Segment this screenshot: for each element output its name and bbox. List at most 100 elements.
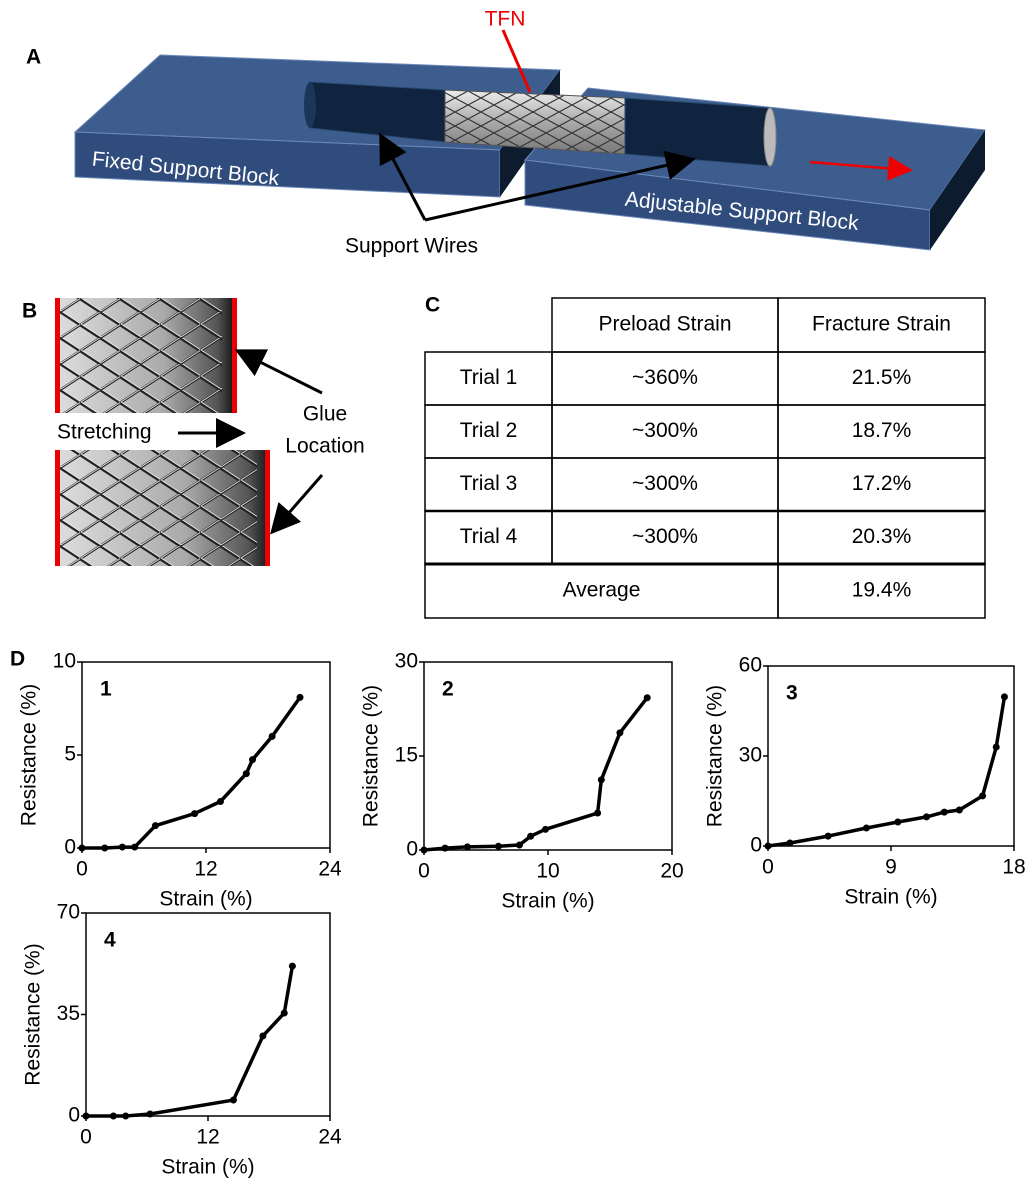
arrow [424, 150, 696, 222]
y-tick-label: 5 [64, 743, 76, 766]
panel-label: B [22, 300, 37, 323]
data-point [441, 844, 449, 852]
chart: 0 10 20 0 15 30 Strain (%) Resistance (%) 2 [360, 650, 684, 913]
data-point [288, 962, 296, 970]
stretching-label: Stretching [57, 421, 152, 444]
x-tick-label: 18 [1002, 856, 1025, 879]
x-tick-label: 12 [194, 858, 217, 881]
data-point [259, 1032, 267, 1040]
chart: 0 9 18 0 30 60 Strain (%) Resistance (%) 3 [704, 654, 1026, 909]
x-axis-label: Strain (%) [161, 1156, 254, 1179]
data-point [280, 1009, 288, 1017]
data-point [862, 824, 870, 832]
x-tick-label: 20 [660, 860, 683, 883]
data-point [786, 839, 794, 847]
table-footer: Average [563, 579, 641, 602]
tfn-label: TFN [485, 8, 526, 31]
data-point [616, 729, 624, 737]
data-point [101, 844, 109, 852]
table-cell-text: 20.3% [852, 525, 912, 548]
data-point [542, 825, 550, 833]
data-point [420, 846, 428, 854]
arrow [809, 155, 913, 181]
table-cell-text: Trial 1 [460, 366, 518, 389]
data-point [494, 842, 502, 850]
plot-frame [767, 665, 1015, 847]
chart: 0 12 24 0 5 10 Strain (%) Resistance (%) 1 [18, 650, 342, 911]
y-tick-label: 10 [53, 650, 76, 673]
data-point [979, 792, 987, 800]
data-point [955, 806, 963, 814]
data-point [515, 841, 523, 849]
data-line [82, 696, 302, 850]
y-tick-label: 60 [739, 654, 762, 677]
panel-label: A [26, 46, 41, 69]
y-tick-label: 0 [406, 838, 418, 861]
arrow [234, 349, 323, 395]
table-cell-text: ~300% [632, 419, 698, 442]
panel-label: D [10, 648, 25, 671]
data-point [118, 843, 126, 851]
table-cell-text: 17.2% [852, 472, 912, 495]
x-axis-label: Strain (%) [844, 886, 937, 909]
table-cell-text: 21.5% [852, 366, 912, 389]
data-line [767, 696, 1007, 848]
x-tick-label: 0 [80, 1126, 92, 1149]
plot-frame [81, 661, 331, 849]
x-axis-label: Strain (%) [159, 888, 252, 911]
data-line [423, 696, 649, 852]
table-cell-text: Trial 2 [460, 419, 518, 442]
glue-label: Location [285, 435, 364, 458]
table-cell-text: ~300% [632, 472, 698, 495]
x-tick-label: 9 [885, 856, 897, 879]
y-tick-label: 35 [57, 1002, 80, 1025]
x-tick-label: 10 [536, 860, 559, 883]
data-point [992, 743, 1000, 751]
x-tick-label: 24 [318, 858, 342, 881]
panel-label: C [425, 294, 440, 317]
y-tick-label: 30 [395, 650, 418, 673]
y-tick-label: 30 [739, 744, 762, 767]
arrow [270, 474, 324, 535]
wires [304, 81, 777, 167]
data-point [923, 813, 931, 821]
y-axis-label: Resistance (%) [22, 943, 45, 1085]
y-tick-label: 0 [64, 836, 76, 859]
x-tick-label: 0 [762, 856, 774, 879]
chart-label: 2 [442, 678, 454, 701]
y-axis-label: Resistance (%) [18, 684, 41, 826]
data-point [296, 693, 304, 701]
chart: 0 12 24 0 35 70 Strain (%) Resistance (%) 4 [22, 901, 342, 1179]
glue-label: Glue [303, 403, 347, 426]
data-point [122, 1112, 130, 1120]
data-point [463, 843, 471, 851]
data-point [597, 776, 605, 784]
x-axis-label: Strain (%) [501, 890, 594, 913]
data-point [191, 810, 199, 818]
data-point [216, 798, 224, 805]
chart-label: 1 [100, 678, 112, 701]
table-cell-text: ~360% [632, 366, 698, 389]
chart-label: 4 [104, 929, 116, 952]
x-tick-label: 12 [196, 1126, 219, 1149]
data-point [527, 832, 535, 840]
table-cell-text: Trial 3 [460, 472, 518, 495]
data-point [894, 818, 902, 826]
data-point [940, 808, 948, 816]
y-tick-label: 70 [57, 901, 80, 924]
y-axis-label: Resistance (%) [360, 685, 383, 827]
data-point [109, 1112, 117, 1120]
photo [55, 298, 270, 566]
data-point [146, 1110, 154, 1118]
data-point [643, 694, 651, 702]
arrow [379, 132, 427, 221]
x-tick-label: 0 [418, 860, 430, 883]
table-header: Preload Strain [598, 313, 731, 336]
data-point [1000, 693, 1008, 701]
data-point [229, 1096, 237, 1104]
pointer [501, 29, 532, 93]
data-point [249, 756, 256, 764]
